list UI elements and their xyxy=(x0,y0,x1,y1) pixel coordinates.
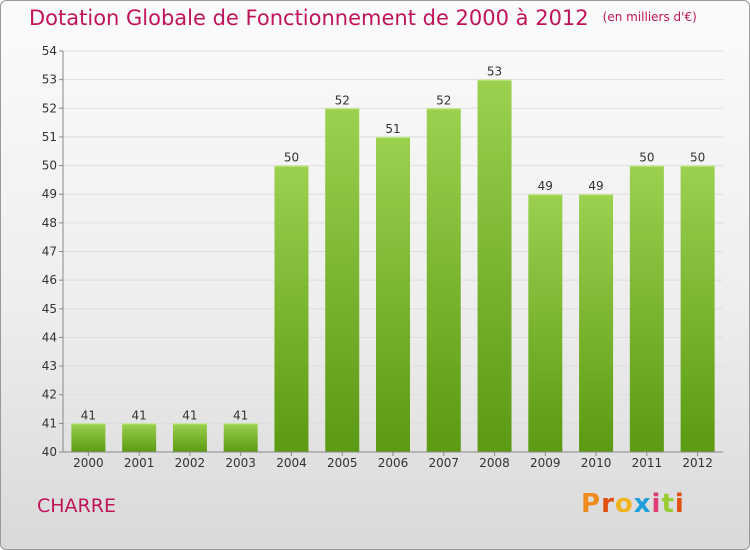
chart-title-text: Dotation Globale de Fonctionnement de 20… xyxy=(29,6,589,30)
logo-letter: i xyxy=(674,489,685,519)
bar-value-label: 41 xyxy=(182,408,197,422)
x-tick-label: 2003 xyxy=(225,456,256,470)
x-tick-label: 2007 xyxy=(428,456,459,470)
y-tick-label: 45 xyxy=(42,302,57,316)
x-tick-label: 2010 xyxy=(581,456,612,470)
y-tick-label: 52 xyxy=(42,101,57,115)
chart-unit: (en milliers d'€) xyxy=(602,10,697,24)
y-tick-label: 40 xyxy=(42,445,57,459)
bar-value-label: 41 xyxy=(81,408,96,422)
x-tick-label: 2004 xyxy=(276,456,307,470)
bar xyxy=(426,108,461,453)
logo-letter: o xyxy=(614,489,634,519)
bar-value-label: 50 xyxy=(690,151,705,165)
bar xyxy=(325,108,360,453)
bar xyxy=(274,165,309,453)
y-tick-label: 46 xyxy=(42,273,57,287)
bar xyxy=(122,423,157,452)
y-tick-label: 51 xyxy=(42,130,57,144)
proxiti-logo[interactable]: Proxiti xyxy=(581,489,685,519)
x-tick-label: 2000 xyxy=(73,456,104,470)
bars xyxy=(71,79,715,453)
y-tick-label: 42 xyxy=(42,388,57,402)
bar-value-label: 52 xyxy=(335,93,350,107)
bar-value-label: 52 xyxy=(436,93,451,107)
y-tick-label: 48 xyxy=(42,216,57,230)
x-tick-label: 2008 xyxy=(479,456,510,470)
x-tick-label: 2006 xyxy=(378,456,409,470)
y-tick-label: 54 xyxy=(42,44,57,58)
logo-letter: x xyxy=(633,489,652,519)
logo-letter: t xyxy=(661,489,675,519)
logo-letter: i xyxy=(651,489,662,519)
bar-value-label: 49 xyxy=(588,179,603,193)
x-tick-label: 2011 xyxy=(632,456,663,470)
commune-name: CHARRE xyxy=(37,495,116,517)
logo-letter: r xyxy=(601,489,615,519)
bar-value-label: 50 xyxy=(284,151,299,165)
bar-value-label: 41 xyxy=(233,408,248,422)
bar xyxy=(223,423,258,452)
bar xyxy=(172,423,207,452)
bar-value-label: 50 xyxy=(639,151,654,165)
x-tick-label: 2009 xyxy=(530,456,561,470)
y-tick-label: 53 xyxy=(42,73,57,87)
labels: 40 41 42 43 44 45 46 47 48 49 50 51 52 53 54 41 2000 41 20… xyxy=(42,44,713,470)
bar-value-label: 53 xyxy=(487,65,502,79)
bar-value-label: 51 xyxy=(385,122,400,136)
axes xyxy=(59,50,723,456)
bar xyxy=(477,79,512,453)
y-tick-label: 44 xyxy=(42,330,57,344)
bar xyxy=(579,194,614,452)
y-tick-label: 47 xyxy=(42,245,57,259)
bar xyxy=(528,194,563,452)
y-tick-label: 49 xyxy=(42,187,57,201)
x-tick-label: 2001 xyxy=(124,456,155,470)
bar xyxy=(680,165,715,453)
bar xyxy=(629,165,664,453)
y-tick-label: 41 xyxy=(42,416,57,430)
y-tick-label: 50 xyxy=(42,159,57,173)
y-tick-label: 43 xyxy=(42,359,57,373)
x-tick-label: 2005 xyxy=(327,456,358,470)
bar-value-label: 49 xyxy=(538,179,553,193)
x-tick-label: 2002 xyxy=(175,456,206,470)
logo-letter: P xyxy=(581,489,602,519)
x-tick-label: 2012 xyxy=(682,456,713,470)
bar-value-label: 41 xyxy=(132,408,147,422)
bar xyxy=(376,136,410,452)
bar xyxy=(71,423,106,452)
chart-title: Dotation Globale de Fonctionnement de 20… xyxy=(29,6,697,30)
